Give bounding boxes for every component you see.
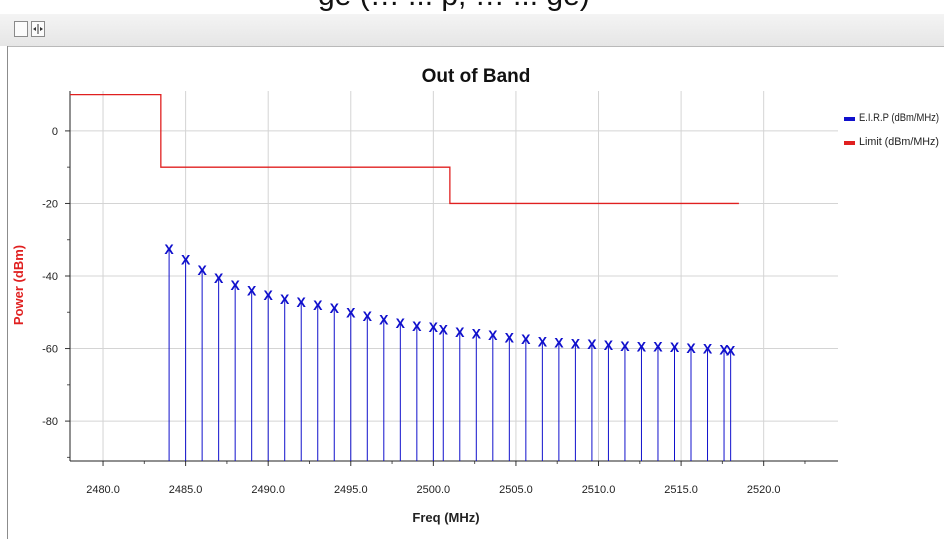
eirp-marker: X [313,297,323,313]
x-tick-label: 2515.0 [664,484,698,496]
eirp-marker: X [637,338,647,354]
y-tick-label: -60 [42,344,58,356]
legend-label: E.I.R.P (dBm/MHz) [859,112,939,124]
eirp-marker: X [197,262,207,278]
y-tick-label: -20 [42,198,58,210]
eirp-marker: X [521,331,531,347]
eirp-marker: X [164,241,174,257]
y-tick-label: 0 [52,126,58,138]
x-tick-label: 2485.0 [169,484,203,496]
eirp-series: XXX X X X X X X X X X X X X X X X X X X X X X X X X X X X X X X X XX [164,241,736,461]
eirp-marker: X [571,335,581,351]
eirp-marker: X [604,337,614,353]
eirp-marker: X [455,324,465,340]
eirp-marker: X [719,341,729,357]
x-tick-label: 2510.0 [582,484,616,496]
x-tick-label: 2495.0 [334,484,368,496]
eirp-marker: X [587,336,597,352]
eirp-marker: X [488,327,498,343]
limit-step-line [70,93,739,205]
x-tick-label: 2505.0 [499,484,533,496]
eirp-marker: X [297,294,307,310]
eirp-marker: X [538,333,548,349]
y-tick-label: -80 [42,416,58,428]
chart-legend: E.I.R.P (dBm/MHz) Limit (dBm/MHz) [844,112,939,148]
x-tick-label: 2490.0 [251,484,285,496]
eirp-marker: X [264,287,274,303]
x-axis-label: Freq (MHz) [412,510,479,525]
legend-swatch [844,141,855,145]
eirp-marker: X [554,335,564,351]
y-axis-label: Power (dBm) [11,245,26,325]
cut-off-heading-text: ge (… ... p, … ... ge) [318,0,590,13]
eirp-marker: X [280,291,290,307]
eirp-marker: X [429,319,439,335]
eirp-marker: X [703,341,713,357]
legend-label: Limit (dBm/MHz) [859,136,939,148]
eirp-marker: X [379,312,389,328]
x-tick-label: 2520.0 [747,484,781,496]
eirp-marker: X [505,329,515,345]
cut-off-heading: ge (… ... p, … ... ge) [0,0,944,14]
grid-lines [70,91,838,461]
eirp-marker: X [412,318,422,334]
eirp-marker: X [214,270,224,286]
eirp-marker: X [439,321,449,337]
eirp-marker: X [363,308,373,324]
eirp-marker: X [330,300,340,316]
marker-split-icon [33,24,43,34]
limit-series [70,93,739,205]
eirp-marker: X [472,325,482,341]
axes: 2480.0 2485.0 2490.0 2495.0 2500.0 2505.0 2510… [42,91,838,496]
panel-left-border [0,46,8,539]
x-tick-label: 2500.0 [417,484,451,496]
eirp-marker: X [670,339,680,355]
eirp-marker: X [653,339,663,355]
eirp-marker: X [726,342,736,358]
select-tool-button[interactable] [14,21,28,37]
y-tick-label: -40 [42,271,58,283]
chart-title: Out of Band [422,66,531,87]
eirp-marker: X [230,277,240,293]
eirp-marker: X [346,304,356,320]
chart-toolbar [0,14,944,47]
eirp-marker: X [620,338,630,354]
eirp-marker: X [396,315,406,331]
legend-swatch [844,117,855,121]
marker-tool-button[interactable] [31,21,45,37]
eirp-marker: X [686,340,696,356]
eirp-marker: X [181,252,191,268]
x-tick-label: 2480.0 [86,484,120,496]
eirp-marker: X [247,283,257,299]
